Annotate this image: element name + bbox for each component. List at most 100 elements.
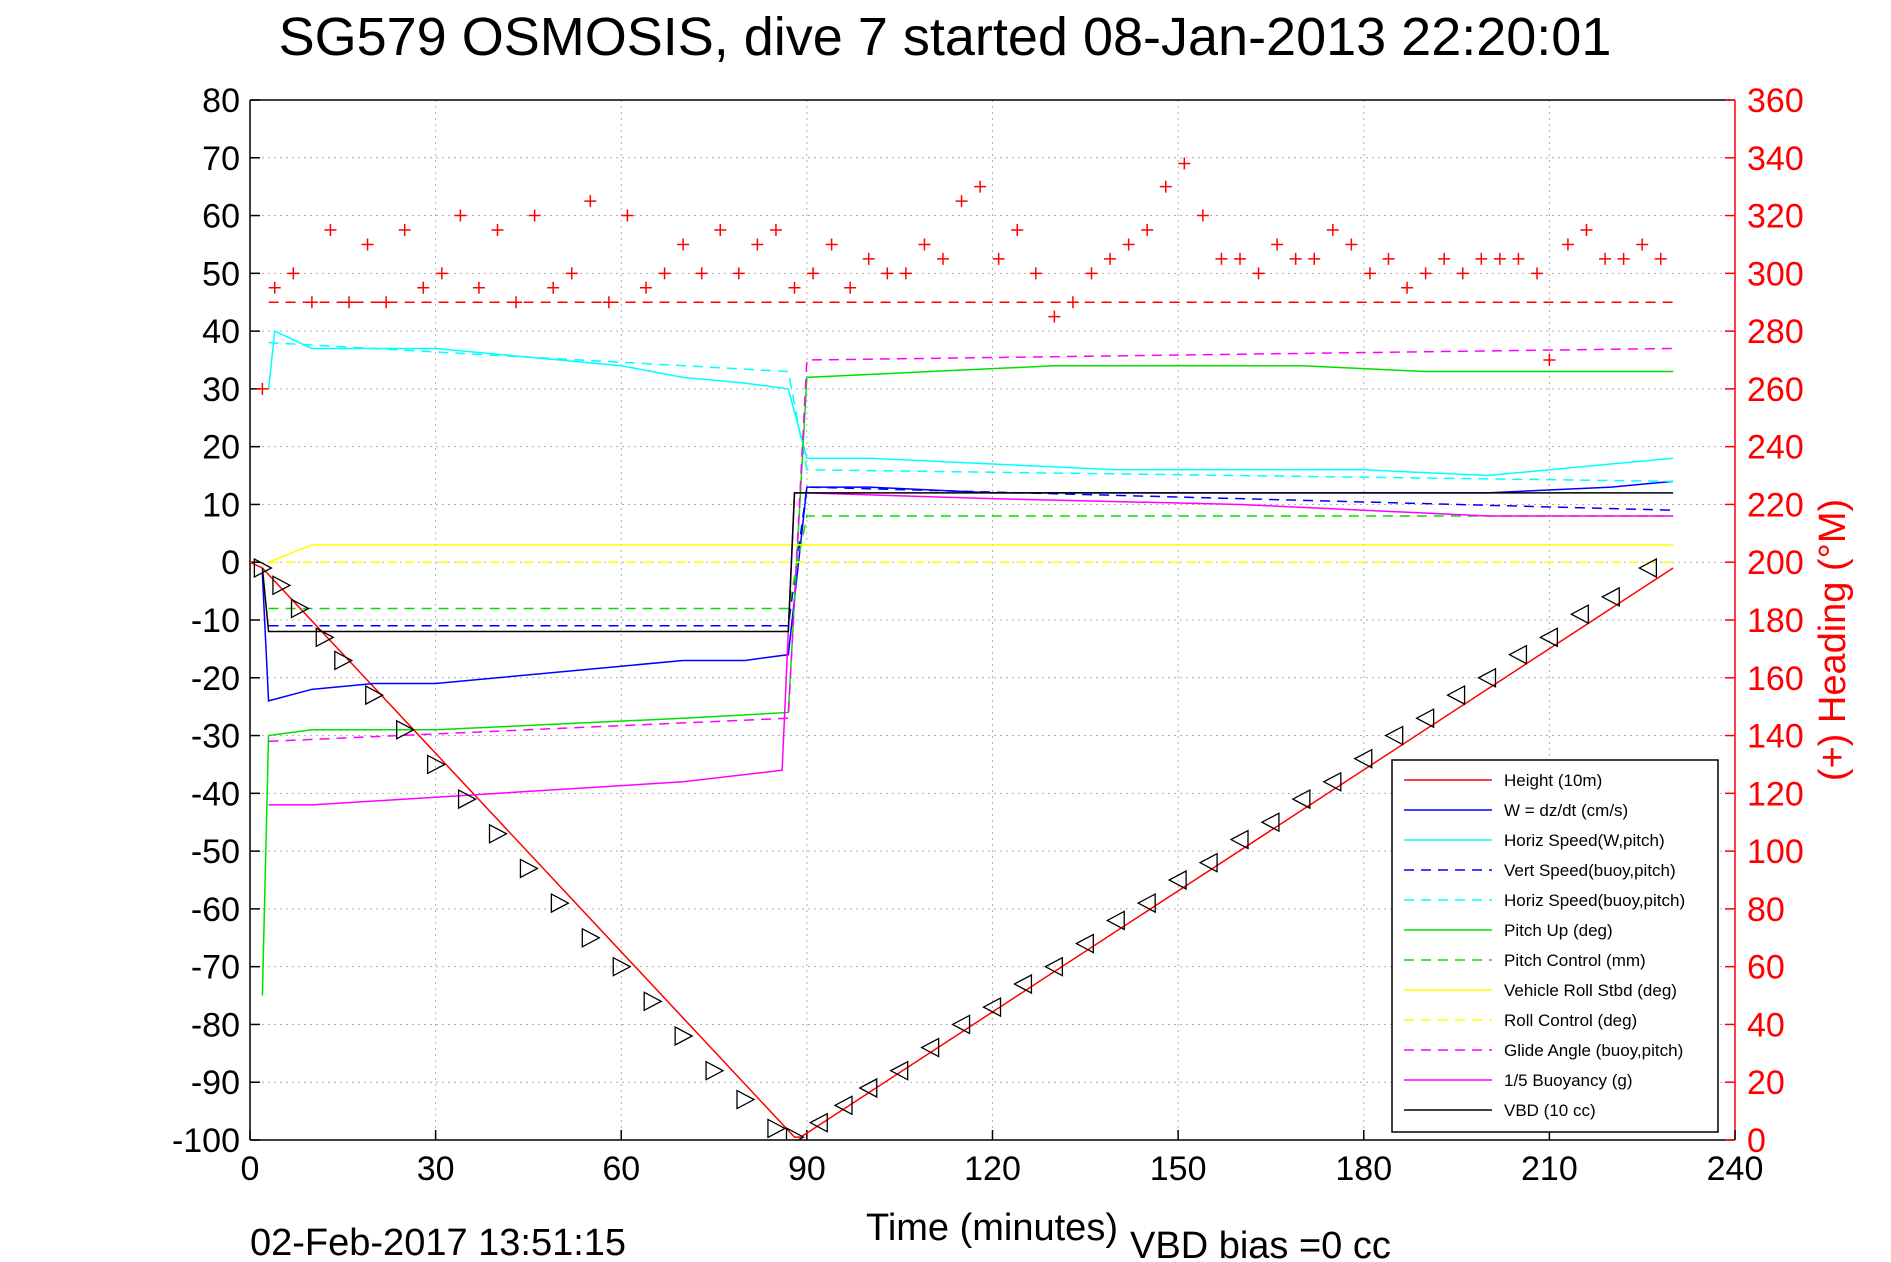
x-tick-label: 60	[602, 1150, 640, 1188]
heading-point	[1196, 209, 1209, 222]
heading-point	[1234, 252, 1246, 265]
legend-entry: Height (10m)	[1504, 771, 1602, 790]
heading-point	[677, 238, 690, 251]
triangle-marker	[643, 991, 663, 1012]
y-tick-label: -30	[191, 718, 240, 756]
y2-tick-label: 40	[1747, 1006, 1785, 1044]
heading-point	[1048, 310, 1061, 323]
x-tick-label: 210	[1521, 1150, 1578, 1188]
x-tick-label: 120	[964, 1150, 1021, 1188]
y2-tick-label: 0	[1747, 1122, 1766, 1160]
triangle-marker	[519, 858, 539, 879]
triangle-marker	[951, 1014, 971, 1035]
heading-point	[1215, 252, 1228, 265]
x-tick-label: 180	[1335, 1150, 1392, 1188]
triangle-marker	[982, 997, 1002, 1018]
triangle-marker	[612, 956, 632, 977]
y2-tick-label: 220	[1747, 486, 1804, 524]
heading-point	[1308, 252, 1321, 265]
heading-point	[1271, 238, 1284, 251]
heading-point	[1561, 238, 1574, 251]
heading-point	[862, 252, 875, 265]
triangle-marker	[488, 823, 508, 844]
series-line-4	[268, 341, 1674, 483]
heading-point	[955, 195, 968, 208]
heading-point	[899, 267, 912, 280]
y-tick-label: -70	[191, 949, 240, 987]
triangle-marker	[736, 1089, 756, 1110]
y-tick-label: 0	[221, 544, 240, 582]
heading-point	[695, 267, 708, 280]
legend-entry: Pitch Control (mm)	[1504, 951, 1646, 970]
heading-point	[602, 296, 615, 309]
heading-point	[565, 267, 578, 280]
y2-tick-label: 180	[1747, 602, 1804, 640]
heading-point	[1512, 252, 1525, 265]
heading-point	[343, 296, 355, 309]
x-tick-labels: 0 30 60 90 120 150 180 210 240	[241, 1150, 1764, 1188]
heading-point	[1531, 267, 1543, 280]
legend-entry: Glide Angle (buoy,pitch)	[1504, 1041, 1683, 1060]
triangle-marker	[1074, 933, 1094, 954]
y2-tick-label: 280	[1747, 313, 1804, 351]
triangle-marker	[1291, 789, 1311, 810]
triangle-marker	[858, 1077, 878, 1099]
y2-tick-label: 120	[1747, 775, 1804, 813]
triangle-marker	[1229, 829, 1249, 850]
heading-point	[714, 224, 727, 236]
heading-point	[1066, 296, 1079, 309]
triangle-marker	[550, 893, 570, 914]
triangle-marker	[1477, 667, 1497, 688]
y-tick-label: 20	[202, 429, 240, 467]
legend-box	[1391, 759, 1719, 1133]
triangle-marker	[1600, 586, 1620, 607]
heading-point	[807, 267, 820, 280]
triangle-marker	[426, 754, 447, 775]
footer-note: VBD bias =0 cc	[1130, 1225, 1391, 1262]
heading-point	[992, 252, 1005, 265]
y-tick-label: 60	[202, 198, 240, 236]
legend-entry: VBD (10 cc)	[1504, 1101, 1596, 1120]
heading-point	[1419, 267, 1432, 280]
heading-point	[1580, 224, 1593, 236]
y2-tick-label: 140	[1747, 718, 1804, 756]
heading-point	[380, 296, 393, 309]
heading-point	[769, 224, 782, 236]
heading-point	[1289, 252, 1302, 265]
legend-entry: Horiz Speed(buoy,pitch)	[1504, 891, 1685, 910]
heading-point	[1617, 252, 1630, 265]
x-tick-label: 150	[1150, 1150, 1207, 1188]
y2-tick-label: 100	[1747, 833, 1804, 871]
triangle-marker	[1353, 748, 1373, 769]
y2-tick-label: 320	[1747, 198, 1804, 236]
y2-tick-label: 260	[1747, 371, 1804, 409]
triangle-marker	[365, 685, 385, 706]
heading-markers	[256, 157, 1667, 395]
series-line-11	[261, 492, 1674, 633]
triangle-marker	[1446, 685, 1466, 706]
heading-point	[454, 209, 467, 222]
triangle-marker	[785, 1127, 805, 1140]
series-line-0	[250, 561, 1674, 1138]
y-tick-label: -90	[191, 1064, 240, 1102]
y2-tick-label: 160	[1747, 660, 1804, 698]
triangle-marker	[1415, 708, 1435, 729]
heading-point	[1345, 238, 1358, 251]
heading-point	[1104, 252, 1117, 265]
y2-axis-label: (+) Heading (°M)	[1812, 499, 1854, 781]
y2-tick-label: 300	[1747, 255, 1804, 293]
triangle-marker	[1167, 869, 1187, 891]
triangle-marker	[315, 627, 335, 648]
heading-point	[510, 296, 523, 309]
heading-point	[417, 281, 430, 294]
heading-point	[825, 238, 838, 251]
heading-point	[844, 281, 857, 294]
series-layer	[250, 157, 1674, 1140]
y-tick-label: -100	[172, 1122, 240, 1160]
y-tick-labels: 80 70 60 50 40 30 20 10 0 -10 -20 -30 -40 -50 -60 -70 -8…	[172, 82, 240, 1160]
heading-point	[398, 224, 411, 236]
heading-point	[361, 238, 374, 251]
y2-tick-label: 240	[1747, 429, 1804, 467]
legend-entry: Pitch Up (deg)	[1504, 921, 1613, 940]
heading-point	[256, 382, 269, 395]
